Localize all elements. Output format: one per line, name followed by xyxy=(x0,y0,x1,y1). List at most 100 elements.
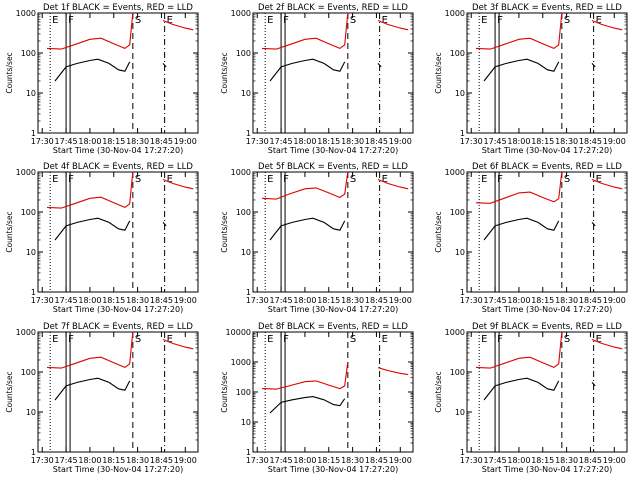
x-tick-label: 18:00 xyxy=(507,456,530,465)
y-tick-label: 10000 xyxy=(226,328,251,337)
marker-label-s: S xyxy=(135,334,141,345)
x-tick-label: 17:45 xyxy=(55,296,78,305)
y-tick-label: 100 xyxy=(450,368,465,377)
y-tick-label: 1 xyxy=(31,448,36,457)
marker-label-e: E xyxy=(52,334,58,345)
lld-line-tail xyxy=(162,19,194,31)
y-tick-label: 10 xyxy=(455,89,465,98)
lld-line-tail xyxy=(162,178,194,190)
lld-line xyxy=(46,171,134,209)
x-tick-label: 18:30 xyxy=(341,296,364,305)
x-tick-label: 18:30 xyxy=(126,456,149,465)
x-tick-label: 19:00 xyxy=(174,456,197,465)
panel-det-4: Det 4f BLACK = Events, RED = LLD 1 10 100 10… xyxy=(5,162,199,314)
x-tick-label: 17:45 xyxy=(270,296,293,305)
y-axis-label: Counts/sec xyxy=(5,371,14,412)
marker-label-s: S xyxy=(350,174,356,185)
x-tick-label: 17:30 xyxy=(31,296,54,305)
y-axis-label: Counts/sec xyxy=(220,211,229,252)
x-tick-label: 17:30 xyxy=(460,137,483,146)
x-tick-label: 18:45 xyxy=(150,456,173,465)
y-tick-label: 100 xyxy=(21,208,36,217)
events-line xyxy=(54,58,131,82)
events-line xyxy=(54,377,131,401)
x-tick-label: 17:30 xyxy=(246,296,269,305)
marker-label-e: E xyxy=(481,15,487,26)
x-tick-label: 17:45 xyxy=(55,456,78,465)
marker-label-f: F xyxy=(68,174,74,185)
x-tick-label: 19:00 xyxy=(389,137,412,146)
panel-det-3: Det 3f BLACK = Events, RED = LLD 1 10 100 10… xyxy=(434,3,628,155)
x-tick-label: 18:30 xyxy=(555,137,578,146)
y-tick-label: 1 xyxy=(31,129,36,138)
x-axis-label: Start Time (30-Nov-04 17:27:20) xyxy=(53,305,183,314)
x-tick-label: 18:30 xyxy=(126,296,149,305)
marker-label-s: S xyxy=(350,15,356,26)
y-tick-label: 1000 xyxy=(16,9,36,18)
y-axis-label: Counts/sec xyxy=(434,211,443,252)
plot-frame xyxy=(37,171,199,293)
panel-det-1: Det 1f BLACK = Events, RED = LLD 1 10 100 10… xyxy=(5,3,199,155)
lld-line xyxy=(46,331,134,369)
marker-label-s: S xyxy=(564,334,570,345)
lld-line-tail xyxy=(162,338,194,350)
x-axis-label: Start Time (30-Nov-04 17:27:20) xyxy=(53,465,183,474)
marker-label-e: E xyxy=(596,15,602,26)
marker-label-e: E xyxy=(382,334,388,345)
lld-line-tail xyxy=(591,178,623,190)
x-tick-label: 17:45 xyxy=(270,456,293,465)
x-tick-label: 18:00 xyxy=(507,137,530,146)
marker-label-s: S xyxy=(135,174,141,185)
plot-frame xyxy=(37,331,199,453)
x-tick-label: 18:45 xyxy=(579,456,602,465)
x-tick-label: 18:00 xyxy=(293,456,316,465)
lld-line xyxy=(475,12,563,50)
x-tick-label: 18:30 xyxy=(555,296,578,305)
y-axis-label: Counts/sec xyxy=(5,52,14,93)
x-tick-label: 18:00 xyxy=(78,296,101,305)
x-axis-label: Start Time (30-Nov-04 17:27:20) xyxy=(268,146,398,155)
marker-label-f: F xyxy=(283,174,289,185)
marker-label-e: E xyxy=(267,174,273,185)
y-tick-label: 10 xyxy=(241,248,251,257)
marker-label-s: S xyxy=(350,334,356,345)
y-tick-label: 10 xyxy=(26,408,36,417)
lld-line-tail xyxy=(591,19,623,31)
events-line xyxy=(269,58,346,82)
lld-line xyxy=(46,12,134,50)
plot-frame xyxy=(466,331,628,453)
y-tick-label: 1000 xyxy=(445,328,465,337)
x-tick-label: 18:00 xyxy=(293,296,316,305)
events-line-tail xyxy=(591,63,596,68)
marker-label-e: E xyxy=(167,334,173,345)
marker-label-s: S xyxy=(135,15,141,26)
events-line xyxy=(483,58,560,82)
marker-label-s: S xyxy=(564,15,570,26)
panel-title: Det 8f BLACK = Events, RED = LLD xyxy=(258,322,408,332)
y-tick-label: 1 xyxy=(246,448,251,457)
panel-det-5: Det 5f BLACK = Events, RED = LLD 1 10 100 10… xyxy=(220,162,414,314)
marker-label-e: E xyxy=(52,174,58,185)
x-tick-label: 17:45 xyxy=(484,137,507,146)
x-tick-label: 18:00 xyxy=(293,137,316,146)
x-axis-label: Start Time (30-Nov-04 17:27:20) xyxy=(268,465,398,474)
y-tick-label: 1 xyxy=(246,129,251,138)
x-tick-label: 19:00 xyxy=(603,456,626,465)
y-tick-label: 100 xyxy=(236,388,251,397)
x-tick-label: 18:45 xyxy=(150,137,173,146)
events-line xyxy=(483,377,560,401)
panel-det-7: Det 7f BLACK = Events, RED = LLD 1 10 100 10… xyxy=(5,322,199,474)
x-tick-label: 18:15 xyxy=(102,137,125,146)
x-tick-label: 18:45 xyxy=(365,137,388,146)
x-tick-label: 17:45 xyxy=(484,296,507,305)
events-line xyxy=(269,396,346,414)
panel-title: Det 6f BLACK = Events, RED = LLD xyxy=(472,162,622,172)
y-tick-label: 10 xyxy=(26,248,36,257)
events-line xyxy=(269,217,346,241)
x-tick-label: 18:00 xyxy=(507,296,530,305)
panel-title: Det 5f BLACK = Events, RED = LLD xyxy=(258,162,408,172)
marker-label-e: E xyxy=(382,15,388,26)
x-tick-label: 18:30 xyxy=(341,137,364,146)
x-tick-label: 18:30 xyxy=(341,456,364,465)
lld-line-tail xyxy=(377,367,409,376)
